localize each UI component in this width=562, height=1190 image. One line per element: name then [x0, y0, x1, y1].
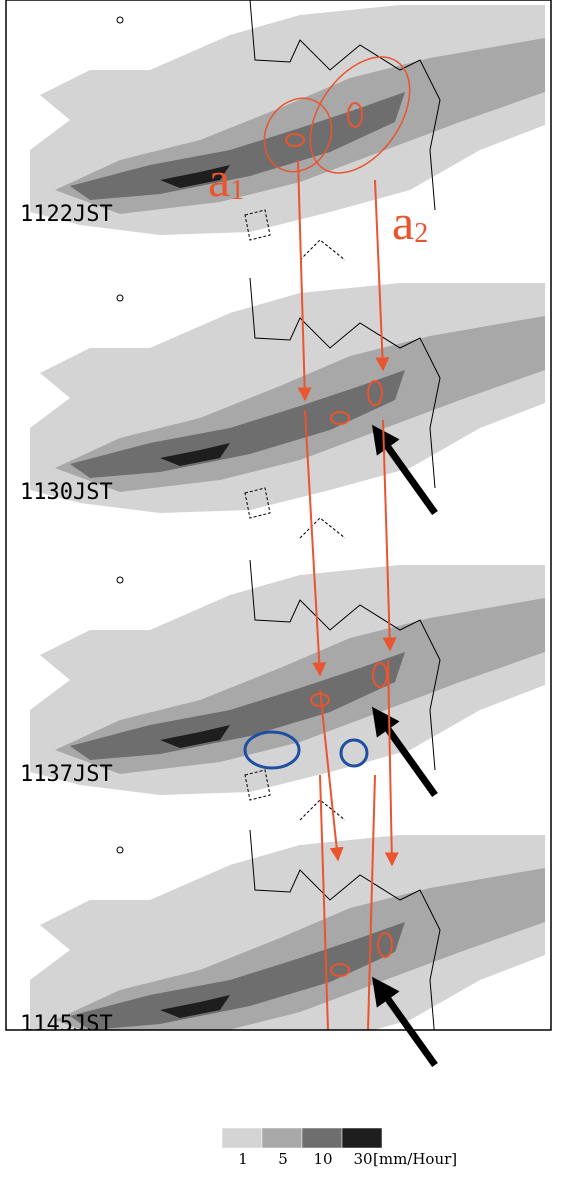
radar-panel: 1122JST [20, 0, 545, 260]
cell-index: 1 [230, 175, 244, 206]
legend-tick-label: 1 [238, 1150, 248, 1168]
terrain-contour [117, 577, 123, 583]
cell-index: 2 [414, 218, 428, 249]
legend-unit: [mm/Hour] [373, 1150, 457, 1168]
radar-panel: 1145JST [20, 830, 545, 1090]
legend-swatch [262, 1128, 302, 1148]
terrain-contour [117, 295, 123, 301]
legend-swatch [302, 1128, 342, 1148]
terrain-contour [245, 1040, 345, 1090]
figure: 1122JST1130JST1137JST1145JST a1a2 151030… [0, 0, 562, 1186]
terrain-contour [117, 17, 123, 23]
legend: 1 5 10 30[mm/Hour] [222, 1128, 457, 1168]
radar-panels: 1122JST 1130JST 1137JST 1145JST [20, 0, 545, 1090]
legend-tick-label: 30 [353, 1150, 372, 1168]
panel-label: 1145JST [20, 1012, 113, 1037]
legend-tick-label: 10 [313, 1150, 332, 1168]
cell-letter: a [208, 151, 230, 207]
terrain-contour [117, 847, 123, 853]
legend-swatch [222, 1128, 262, 1148]
cell-label: a2 [392, 194, 428, 250]
cell-letter: a [392, 194, 414, 250]
panel-label: 1122JST [20, 202, 113, 227]
radar-panel: 1137JST [20, 560, 545, 820]
legend-swatch [342, 1128, 382, 1148]
panel-label: 1137JST [20, 762, 113, 787]
legend-tick-label: 5 [278, 1150, 288, 1168]
panel-label: 1130JST [20, 480, 113, 505]
radar-panel: 1130JST [20, 278, 545, 538]
